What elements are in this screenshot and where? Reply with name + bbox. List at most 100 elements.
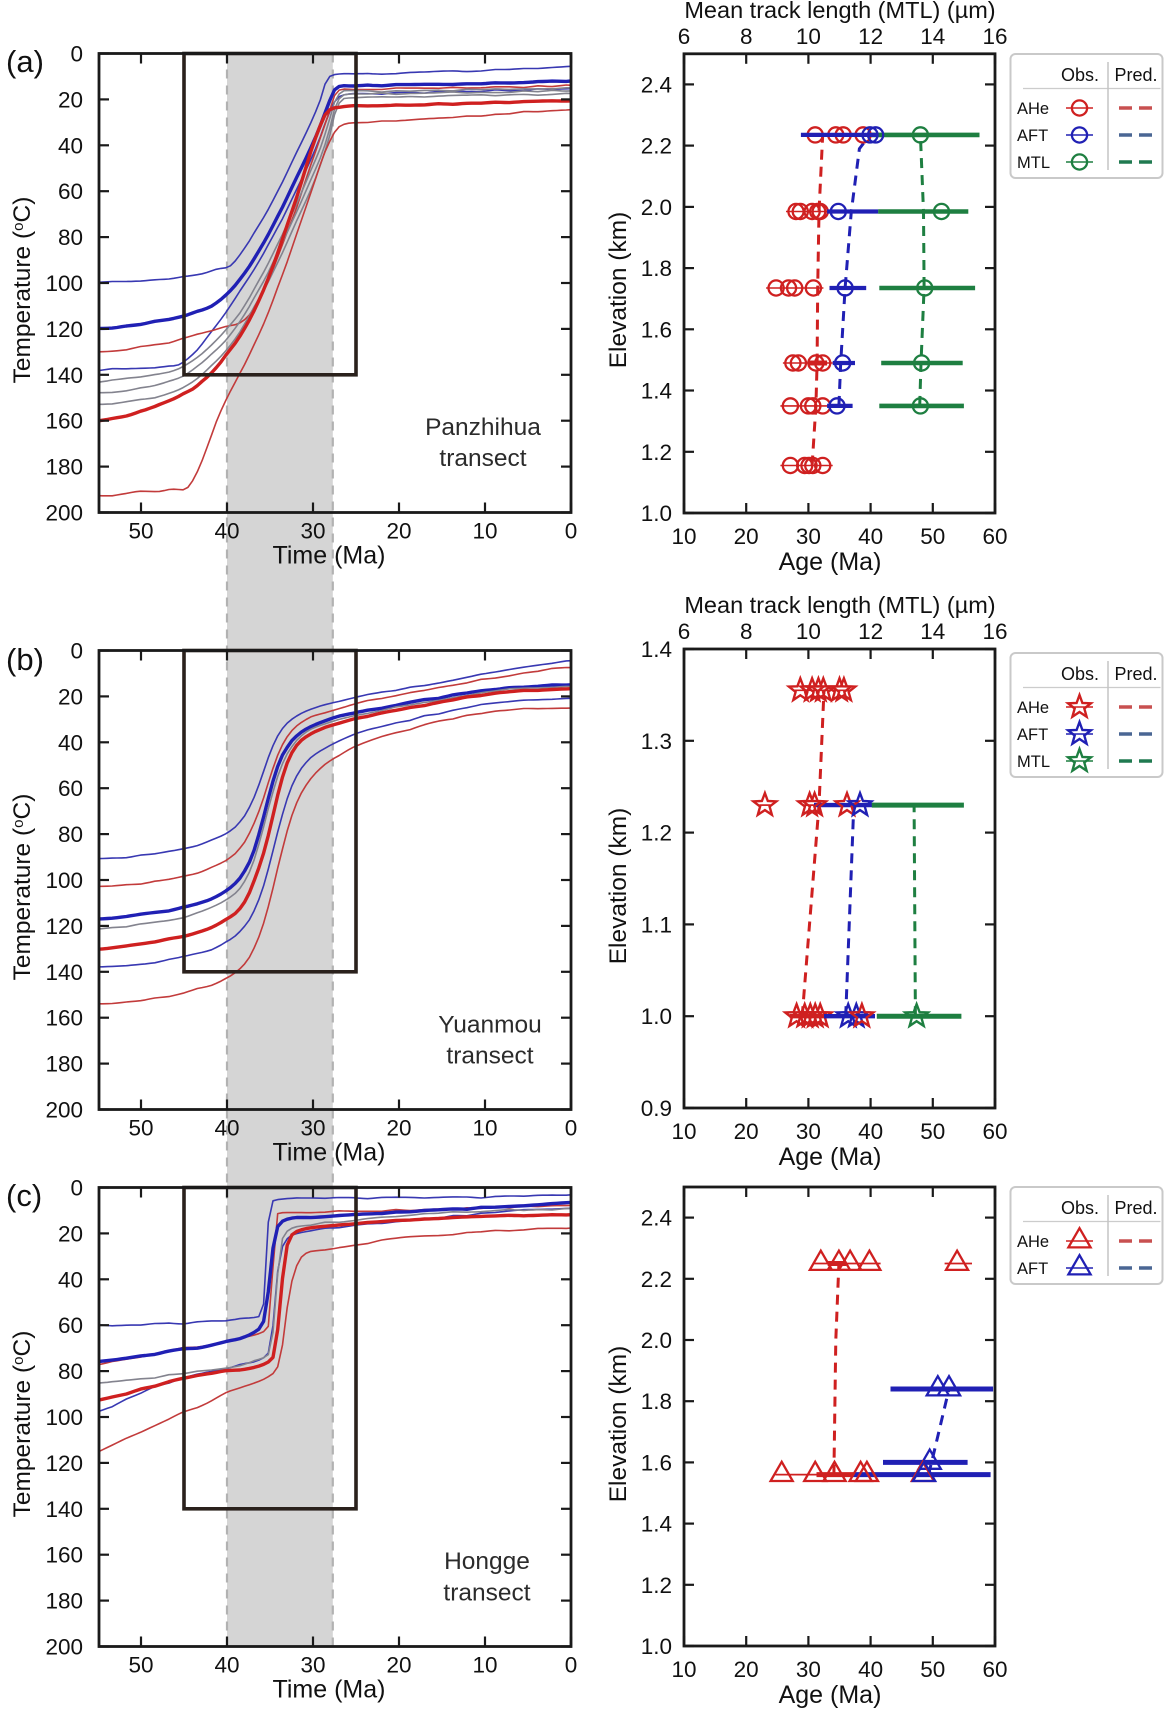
svg-text:Pred.: Pred. (1114, 65, 1157, 85)
svg-text:MTL: MTL (1017, 753, 1050, 771)
svg-text:80: 80 (58, 225, 83, 250)
svg-text:AHe: AHe (1017, 100, 1049, 118)
svg-text:0: 0 (565, 1653, 578, 1678)
svg-text:140: 140 (45, 960, 83, 985)
svg-text:40: 40 (214, 1116, 239, 1141)
svg-text:160: 160 (45, 1543, 83, 1568)
svg-text:(a): (a) (6, 44, 44, 79)
svg-text:2.0: 2.0 (641, 195, 672, 220)
svg-text:50: 50 (920, 1657, 945, 1682)
svg-text:2.4: 2.4 (641, 1206, 672, 1231)
svg-text:60: 60 (58, 179, 83, 204)
svg-text:16: 16 (982, 619, 1007, 644)
svg-text:1.0: 1.0 (641, 1004, 672, 1029)
svg-text:Panzhihua: Panzhihua (425, 414, 541, 441)
svg-text:30: 30 (300, 1653, 325, 1678)
svg-text:12: 12 (858, 619, 883, 644)
svg-text:Pred.: Pred. (1114, 664, 1157, 684)
svg-text:40: 40 (858, 1657, 883, 1682)
svg-text:Obs.: Obs. (1061, 65, 1099, 85)
svg-text:Elevation (km): Elevation (km) (605, 212, 632, 369)
svg-text:40: 40 (858, 524, 883, 549)
svg-text:Yuanmou: Yuanmou (438, 1012, 542, 1039)
svg-text:AHe: AHe (1017, 1233, 1049, 1251)
svg-text:20: 20 (386, 519, 411, 544)
svg-text:14: 14 (920, 24, 945, 49)
svg-text:1.4: 1.4 (641, 379, 672, 404)
svg-text:Obs.: Obs. (1061, 1198, 1099, 1218)
svg-text:180: 180 (45, 455, 83, 480)
svg-text:80: 80 (58, 1359, 83, 1384)
svg-text:60: 60 (58, 1313, 83, 1338)
svg-text:10: 10 (671, 524, 696, 549)
svg-text:(b): (b) (6, 642, 44, 677)
svg-text:Temperature (oC): Temperature (oC) (9, 197, 36, 384)
svg-text:0: 0 (70, 42, 83, 67)
svg-text:140: 140 (45, 1497, 83, 1522)
svg-text:1.2: 1.2 (641, 440, 672, 465)
svg-text:120: 120 (45, 1451, 83, 1476)
svg-text:Mean track length (MTL) (µm): Mean track length (MTL) (µm) (684, 592, 995, 618)
svg-text:50: 50 (920, 1119, 945, 1144)
svg-text:160: 160 (45, 409, 83, 434)
svg-text:20: 20 (58, 87, 83, 112)
svg-text:1.0: 1.0 (641, 501, 672, 526)
svg-text:40: 40 (214, 1653, 239, 1678)
svg-text:AFT: AFT (1017, 726, 1048, 744)
svg-text:100: 100 (45, 868, 83, 893)
svg-text:6: 6 (678, 24, 691, 49)
svg-text:2.2: 2.2 (641, 134, 672, 159)
svg-text:60: 60 (982, 1657, 1007, 1682)
svg-text:50: 50 (128, 519, 153, 544)
svg-text:10: 10 (472, 519, 497, 544)
svg-text:10: 10 (796, 619, 821, 644)
svg-text:40: 40 (214, 519, 239, 544)
svg-text:30: 30 (300, 1116, 325, 1141)
svg-text:20: 20 (386, 1653, 411, 1678)
svg-text:transect: transect (446, 1043, 533, 1070)
svg-text:AFT: AFT (1017, 1260, 1048, 1278)
svg-text:1.4: 1.4 (641, 1512, 672, 1537)
svg-text:200: 200 (45, 1098, 83, 1123)
svg-text:1.2: 1.2 (641, 1573, 672, 1598)
svg-text:1.8: 1.8 (641, 256, 672, 281)
svg-text:10: 10 (796, 24, 821, 49)
svg-text:Age (Ma): Age (Ma) (779, 1143, 882, 1171)
svg-text:60: 60 (58, 776, 83, 801)
svg-text:Time (Ma): Time (Ma) (273, 1139, 386, 1167)
svg-text:80: 80 (58, 822, 83, 847)
svg-text:1.6: 1.6 (641, 1450, 672, 1475)
svg-text:Mean track length (MTL) (µm): Mean track length (MTL) (µm) (684, 0, 995, 23)
svg-text:10: 10 (472, 1116, 497, 1141)
svg-text:Obs.: Obs. (1061, 664, 1099, 684)
svg-text:50: 50 (128, 1653, 153, 1678)
svg-text:30: 30 (796, 1119, 821, 1144)
svg-text:120: 120 (45, 914, 83, 939)
svg-text:50: 50 (128, 1116, 153, 1141)
svg-text:AHe: AHe (1017, 699, 1049, 717)
svg-text:200: 200 (45, 1635, 83, 1660)
svg-text:60: 60 (982, 1119, 1007, 1144)
svg-text:20: 20 (734, 524, 759, 549)
svg-text:10: 10 (472, 1653, 497, 1678)
svg-text:0: 0 (70, 639, 83, 664)
svg-text:180: 180 (45, 1052, 83, 1077)
svg-text:40: 40 (58, 1267, 83, 1292)
svg-text:1.8: 1.8 (641, 1389, 672, 1414)
svg-text:AFT: AFT (1017, 127, 1048, 145)
svg-text:1.3: 1.3 (641, 729, 672, 754)
svg-text:Pred.: Pred. (1114, 1198, 1157, 1218)
svg-text:40: 40 (858, 1119, 883, 1144)
svg-text:Elevation (km): Elevation (km) (605, 1346, 632, 1503)
svg-text:1.4: 1.4 (641, 637, 672, 662)
svg-text:Hongge: Hongge (444, 1548, 530, 1575)
svg-text:16: 16 (982, 24, 1007, 49)
svg-text:20: 20 (58, 1221, 83, 1246)
svg-text:20: 20 (386, 1116, 411, 1141)
svg-text:transect: transect (439, 445, 526, 472)
svg-text:8: 8 (740, 24, 753, 49)
svg-text:12: 12 (858, 24, 883, 49)
svg-text:30: 30 (796, 524, 821, 549)
svg-text:6: 6 (678, 619, 691, 644)
svg-text:14: 14 (920, 619, 945, 644)
